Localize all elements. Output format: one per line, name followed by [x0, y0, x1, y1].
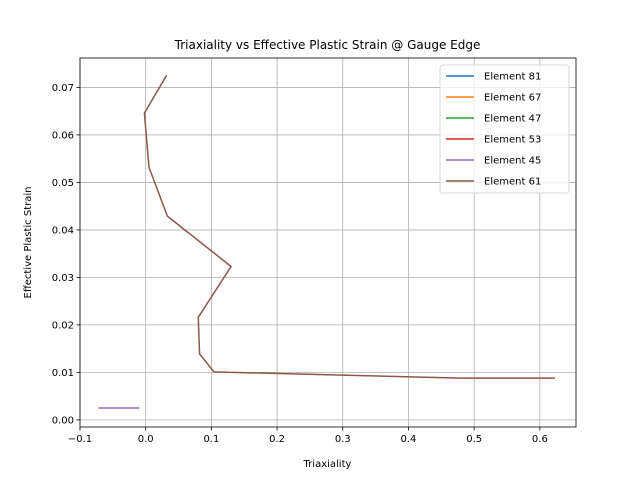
y-tick-label: 0.06: [52, 131, 74, 142]
legend-label-element-67: Element 67: [484, 93, 541, 104]
legend-label-element-81: Element 81: [484, 72, 541, 83]
legend-label-element-61: Element 61: [484, 177, 541, 188]
x-tick-label: −0.1: [68, 434, 92, 445]
x-tick-label: 0.3: [335, 434, 351, 445]
x-axis-label: Triaxiality: [303, 459, 352, 470]
y-tick-label: 0.02: [52, 320, 74, 331]
y-axis-label: Effective Plastic Strain: [23, 187, 34, 299]
y-tick-label: 0.00: [52, 415, 74, 426]
x-tick-label: 0.4: [401, 434, 417, 445]
y-tick-label: 0.01: [52, 368, 74, 379]
x-tick-label: 0.0: [138, 434, 154, 445]
y-ticks: 0.00 0.01 0.02 0.03 0.04 0.05 0.06 0.07: [52, 83, 80, 426]
x-tick-label: 0.5: [466, 434, 482, 445]
series-line-element-61: [143, 74, 555, 379]
legend: Element 81 Element 67 Element 47 Element 53…: [439, 64, 570, 194]
series-lines: [98, 74, 555, 409]
legend-box: [439, 64, 570, 194]
x-ticks: −0.1 0.0 0.1 0.2 0.3 0.4 0.5 0.6: [68, 427, 548, 445]
plot-frame: [79, 57, 577, 428]
y-tick-label: 0.05: [52, 178, 74, 189]
chart-title: Triaxiality vs Effective Plastic Strain …: [174, 38, 481, 52]
x-tick-label: 0.6: [532, 434, 548, 445]
legend-label-element-45: Element 45: [484, 156, 541, 167]
x-tick-label: 0.1: [203, 434, 219, 445]
y-tick-label: 0.07: [52, 83, 74, 94]
x-tick-label: 0.2: [269, 434, 285, 445]
y-tick-label: 0.03: [52, 273, 74, 284]
legend-label-element-47: Element 47: [484, 114, 541, 125]
y-tick-label: 0.04: [52, 226, 74, 237]
legend-label-element-53: Element 53: [484, 135, 541, 146]
